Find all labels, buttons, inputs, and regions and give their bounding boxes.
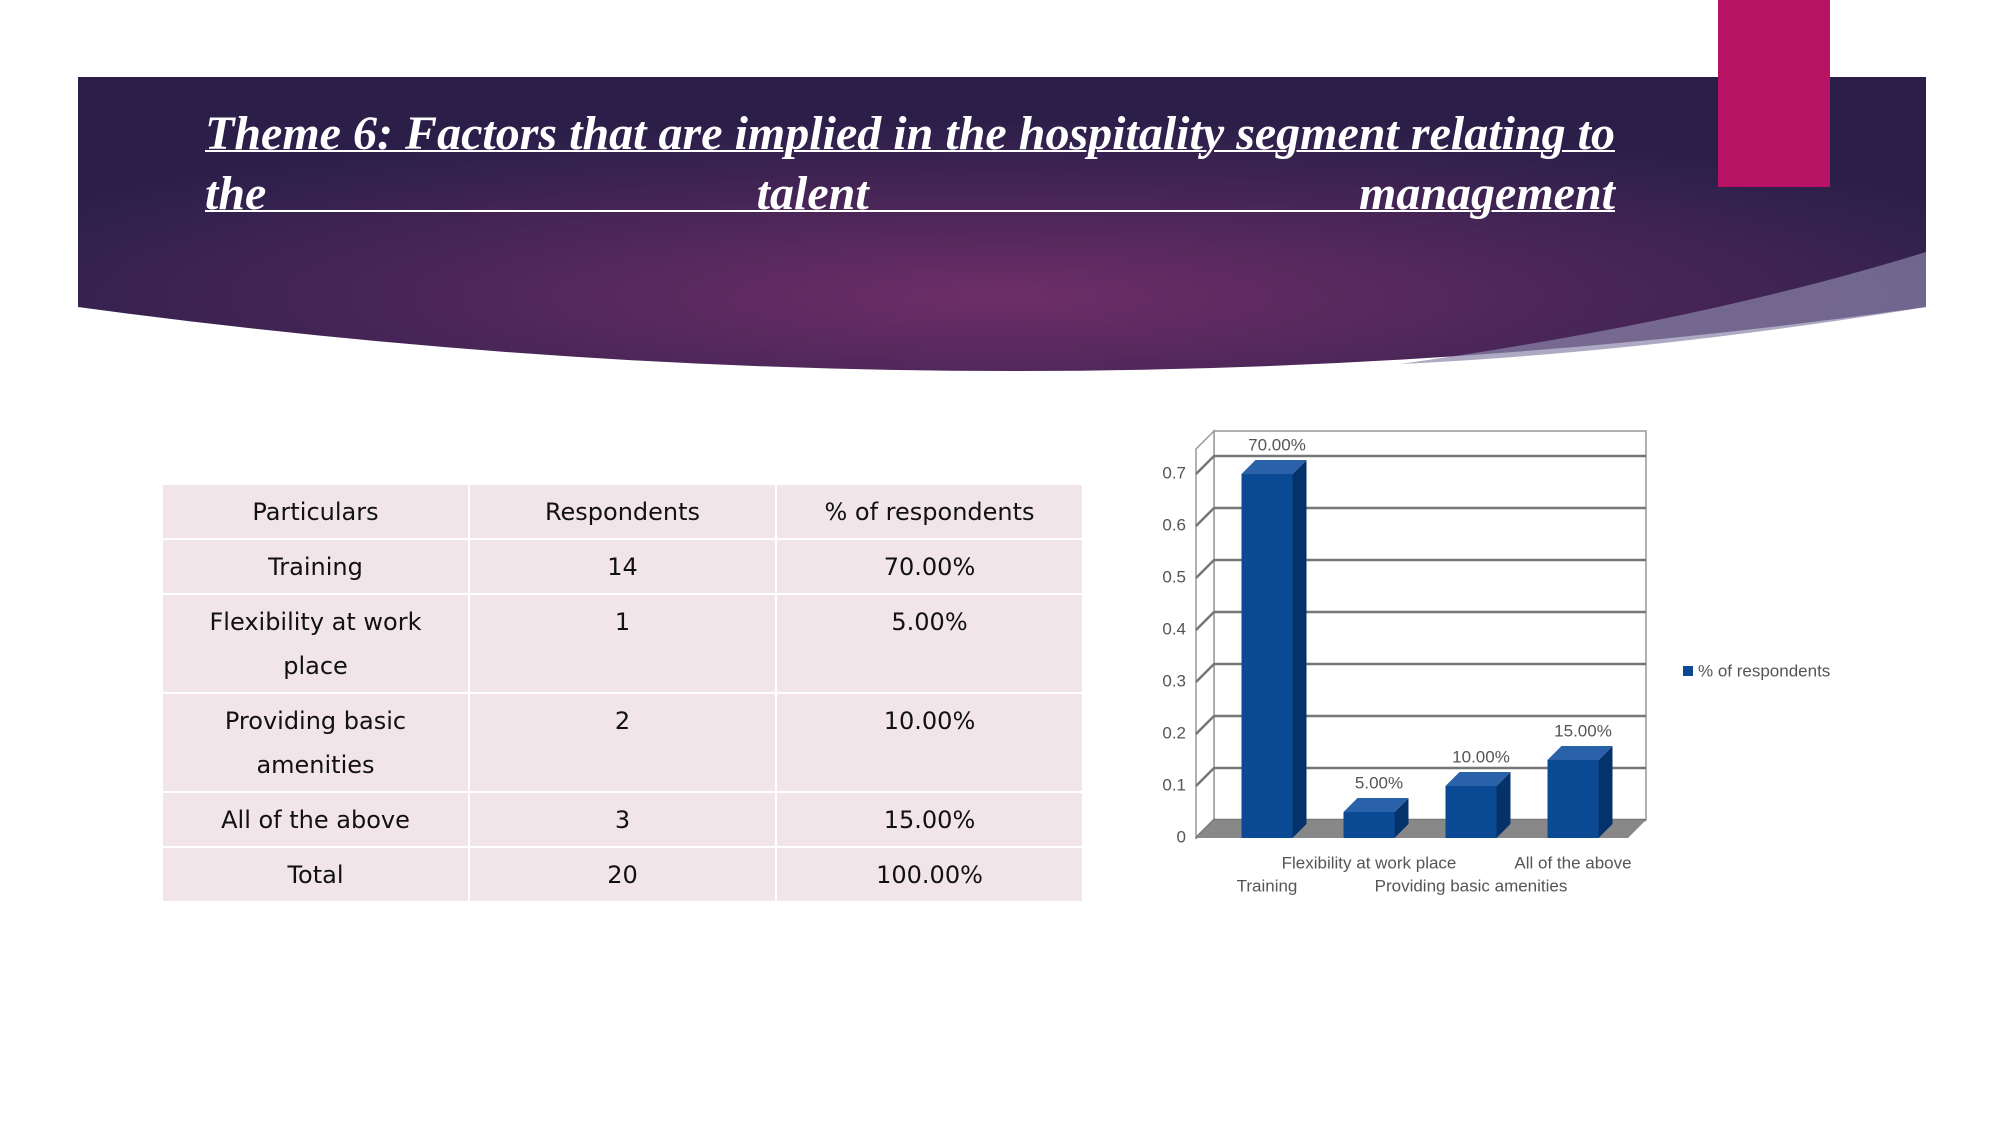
value-label: 15.00% xyxy=(1554,721,1612,740)
table-row: Flexibility at work place 1 5.00% xyxy=(161,593,1084,694)
table-cell: Providing basic amenities xyxy=(161,692,470,793)
header-row: Particulars Respondents% of respondents xyxy=(161,483,1084,540)
table-cell: Total xyxy=(161,846,470,903)
table-row: Providing basic amenities 2 10.00% xyxy=(161,692,1084,793)
table-cell: All of the above xyxy=(161,791,470,848)
data-table: Particulars Respondents% of respondents Tr… xyxy=(161,483,1084,903)
table-cell: 10.00% xyxy=(775,692,1084,793)
bar-top xyxy=(1241,460,1307,474)
grid-line xyxy=(1195,558,1646,579)
y-tick-label: 0.4 xyxy=(1162,619,1186,638)
banner xyxy=(78,0,1926,371)
table-cell: 1 xyxy=(468,593,777,694)
grid-line xyxy=(1195,610,1646,631)
y-tick-label: 0.7 xyxy=(1162,463,1186,482)
table-cell: 20 xyxy=(468,846,777,903)
table-cell: 3 xyxy=(468,791,777,848)
legend-label: % of respondents xyxy=(1698,661,1830,680)
table-cell: Training xyxy=(161,538,470,595)
grid-line xyxy=(1195,662,1646,683)
bar xyxy=(1445,786,1497,838)
table-row: Total 20 100.00% xyxy=(161,846,1084,903)
chart: 0 0.1 0.2 0.3 0.4 0.5 0.6 0.7 70.00% Training 5.00… xyxy=(1162,429,1830,895)
floor xyxy=(1196,820,1646,838)
accent-tab xyxy=(1718,0,1830,187)
value-label: 70.00% xyxy=(1248,435,1306,454)
table-cell: 14 xyxy=(468,538,777,595)
bar-side xyxy=(1394,798,1409,838)
table-cell: % of respondents xyxy=(775,483,1084,540)
table-cell: 70.00% xyxy=(775,538,1084,595)
value-label: 10.00% xyxy=(1452,747,1510,766)
y-tick-label: 0.2 xyxy=(1162,723,1186,742)
x-tick-label: Flexibility at work place xyxy=(1282,853,1457,872)
grid-line xyxy=(1195,766,1646,787)
value-label: 5.00% xyxy=(1355,773,1403,792)
bar-top xyxy=(1343,798,1409,812)
bar xyxy=(1343,812,1395,838)
table-row: Training 14 70.00% xyxy=(161,538,1084,595)
bar-side xyxy=(1292,460,1307,838)
slide-title: Theme 6: Factors that are implied in the… xyxy=(205,107,1615,220)
table-cell: Particulars xyxy=(161,483,470,540)
x-tick-label: Providing basic amenities xyxy=(1375,876,1568,895)
y-tick-label: 0.6 xyxy=(1162,515,1186,534)
banner-accent xyxy=(1400,252,1926,364)
bar xyxy=(1241,474,1293,838)
y-tick-label: 0.5 xyxy=(1162,567,1186,586)
bar-side xyxy=(1598,746,1613,838)
banner-shape xyxy=(78,77,1926,371)
table-cell: 15.00% xyxy=(775,791,1084,848)
grid-line xyxy=(1195,506,1646,527)
bar-side xyxy=(1496,772,1511,838)
table-cell: Flexibility at work place xyxy=(161,593,470,694)
y-tick-label: 0.3 xyxy=(1162,671,1186,690)
table-cell: Respondents xyxy=(468,483,777,540)
bar-top xyxy=(1547,746,1613,760)
y-tick-label: 0.1 xyxy=(1162,775,1186,794)
grid-line xyxy=(1195,454,1646,475)
grid-line xyxy=(1195,714,1646,735)
legend-swatch xyxy=(1683,666,1693,676)
x-tick-label: All of the above xyxy=(1514,853,1631,872)
table-row: All of the above 3 15.00% xyxy=(161,791,1084,848)
table-cell: 100.00% xyxy=(775,846,1084,903)
bar-top xyxy=(1445,772,1511,786)
table-cell: 2 xyxy=(468,692,777,793)
y-tick-label: 0 xyxy=(1177,827,1186,846)
table-cell: 5.00% xyxy=(775,593,1084,694)
x-tick-label: Training xyxy=(1237,876,1298,895)
bar xyxy=(1547,760,1599,838)
